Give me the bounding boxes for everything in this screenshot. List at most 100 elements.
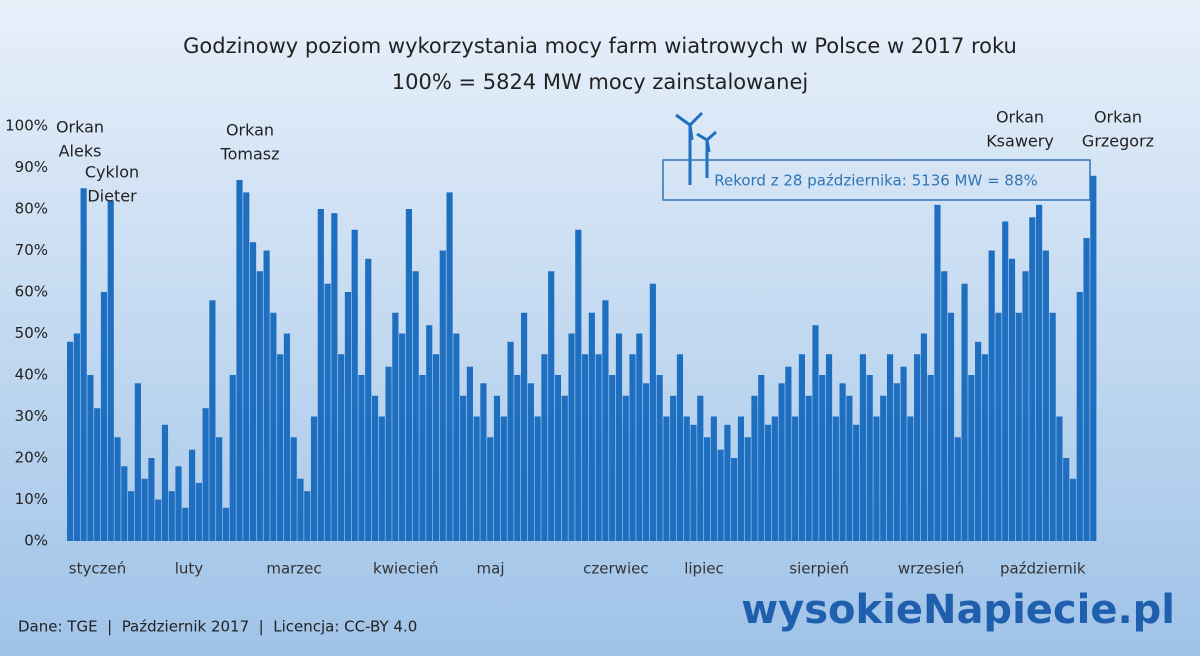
bar xyxy=(873,416,880,541)
bar xyxy=(1015,312,1022,541)
bar xyxy=(636,333,643,541)
annotation: Orkan xyxy=(56,118,104,137)
bar xyxy=(1063,458,1070,541)
bar xyxy=(846,395,853,541)
bar xyxy=(243,192,250,541)
x-tick-label: sierpień xyxy=(789,560,849,578)
bar xyxy=(1083,238,1090,542)
bar xyxy=(317,209,324,541)
bar xyxy=(1022,271,1029,541)
bar xyxy=(839,383,846,541)
chart-subtitle: 100% = 5824 MW mocy zainstalowanej xyxy=(392,70,808,94)
bar xyxy=(609,375,616,541)
x-tick-label: czerwiec xyxy=(583,560,648,578)
bar xyxy=(80,188,87,541)
bar xyxy=(744,437,751,541)
x-tick-label: styczeń xyxy=(69,560,126,578)
bar xyxy=(236,179,243,541)
bar xyxy=(629,354,636,541)
bar xyxy=(290,437,297,541)
bar xyxy=(663,416,670,541)
bar xyxy=(453,333,460,541)
bar xyxy=(256,271,263,541)
bar xyxy=(812,325,819,541)
annotation: Tomasz xyxy=(220,145,280,164)
bar xyxy=(588,312,595,541)
x-tick-label: marzec xyxy=(266,560,321,578)
bar xyxy=(703,437,711,541)
bar xyxy=(981,354,988,541)
bar xyxy=(378,416,385,541)
bar xyxy=(365,258,372,541)
bar xyxy=(737,416,745,541)
bar xyxy=(697,395,704,541)
bar xyxy=(778,383,785,541)
bar xyxy=(886,354,894,541)
y-tick-label: 20% xyxy=(15,449,48,467)
bar xyxy=(764,424,772,541)
bar xyxy=(1042,250,1049,541)
y-tick-label: 10% xyxy=(15,490,48,508)
bar xyxy=(534,416,541,541)
y-tick-label: 70% xyxy=(15,241,48,259)
bar xyxy=(100,292,108,541)
bar xyxy=(907,416,914,541)
bar xyxy=(324,283,331,541)
bar xyxy=(127,491,135,541)
bar xyxy=(717,449,724,541)
bar xyxy=(399,333,406,541)
y-tick-label: 90% xyxy=(15,158,48,176)
bar xyxy=(792,416,799,541)
bar xyxy=(412,271,419,541)
y-tick-label: 50% xyxy=(15,324,48,342)
bar xyxy=(1076,292,1083,541)
bar xyxy=(805,395,812,541)
bar xyxy=(819,375,826,541)
bar xyxy=(914,354,921,541)
bar xyxy=(710,416,717,541)
bar xyxy=(832,416,839,541)
bar xyxy=(209,300,216,541)
bar xyxy=(175,466,182,541)
bar xyxy=(602,300,609,541)
bar xyxy=(87,375,94,541)
bar xyxy=(825,354,833,541)
x-tick-label: wrzesień xyxy=(898,560,964,578)
bar xyxy=(521,312,528,541)
bar xyxy=(304,491,311,541)
bar xyxy=(107,200,114,541)
bar xyxy=(1090,175,1097,542)
bar xyxy=(1029,217,1036,542)
x-tick-label: luty xyxy=(175,560,204,578)
bar xyxy=(344,292,352,541)
bar xyxy=(270,312,277,541)
bar xyxy=(568,333,575,541)
bar xyxy=(900,366,907,541)
annotation: Orkan xyxy=(1094,108,1142,127)
bar xyxy=(507,341,514,541)
bar xyxy=(548,271,555,541)
bar xyxy=(351,229,358,541)
bar xyxy=(94,408,101,541)
bar xyxy=(582,354,589,541)
bar xyxy=(392,312,399,541)
bar xyxy=(229,375,236,541)
bar xyxy=(297,478,304,541)
bar xyxy=(934,204,941,541)
chart-title: Godzinowy poziom wykorzystania mocy farm… xyxy=(183,34,1017,58)
bar xyxy=(446,192,453,541)
bar xyxy=(893,383,900,541)
bar xyxy=(751,395,758,541)
bar xyxy=(683,416,690,541)
bar xyxy=(1069,478,1077,541)
bar xyxy=(1002,221,1009,541)
bar xyxy=(371,395,379,541)
bar xyxy=(988,250,995,541)
bar xyxy=(426,325,433,541)
bar xyxy=(670,395,677,541)
bar xyxy=(690,424,697,541)
bar xyxy=(67,341,74,541)
bar xyxy=(338,354,345,541)
bar xyxy=(310,416,318,541)
bar xyxy=(1008,258,1016,541)
